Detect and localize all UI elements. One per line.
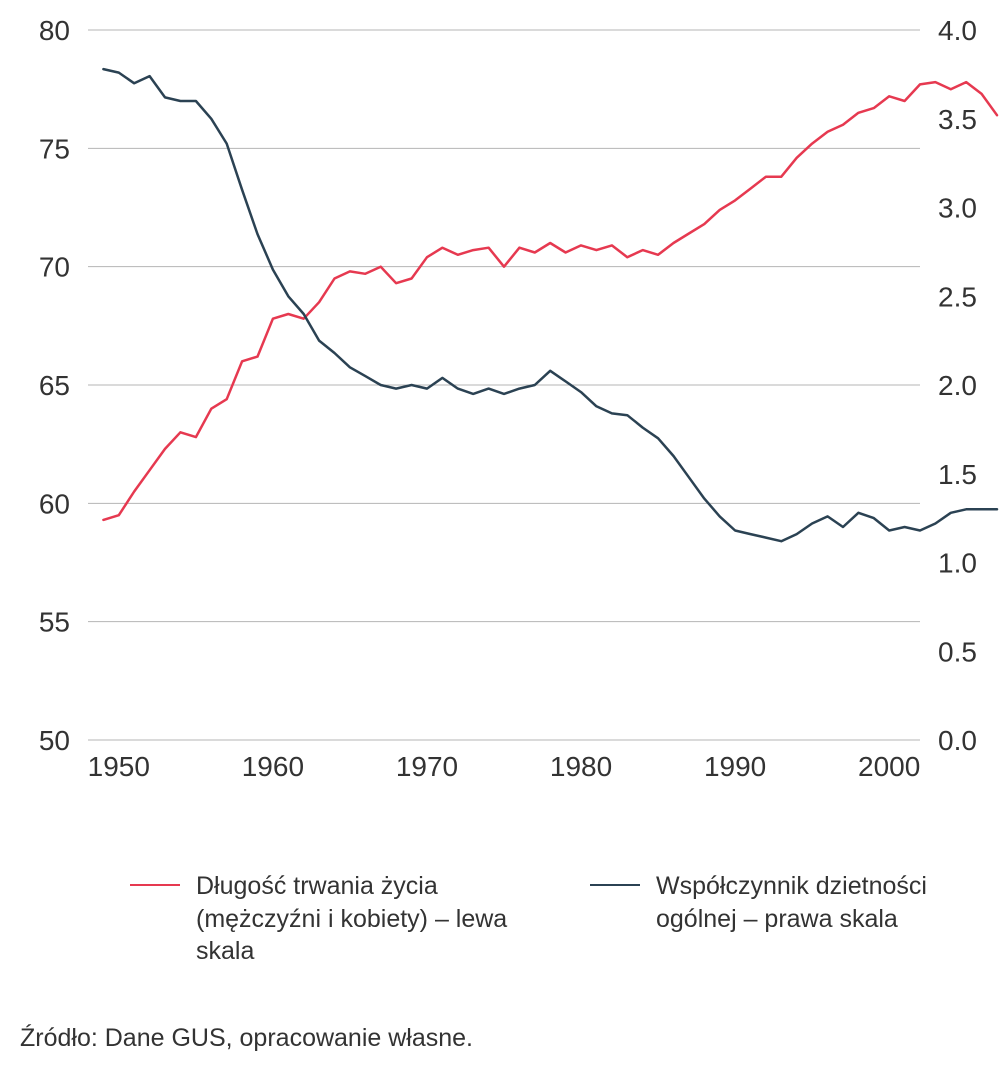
line-chart: 50 55 60 65 70 75 80 0.0 0.5 1.0 1.5 2.0 2.5 3.0 3.5 4.… <box>0 0 1000 780</box>
x-tick-label: 1980 <box>550 751 612 780</box>
y-left-tick-label: 65 <box>39 370 70 401</box>
y-right-tick-label: 1.0 <box>938 548 977 579</box>
y-left-tick-label: 50 <box>39 725 70 756</box>
y-left-tick-label: 80 <box>39 15 70 46</box>
source-text: Źródło: Dane GUS, opracowanie własne. <box>20 1024 473 1053</box>
page: 50 55 60 65 70 75 80 0.0 0.5 1.0 1.5 2.0 2.5 3.0 3.5 4.… <box>0 0 1000 1071</box>
y-left-tick-label: 70 <box>39 252 70 283</box>
y-left-tick-label: 60 <box>39 488 70 519</box>
legend-label: Współczynnik dzietności ogólnej – prawa … <box>656 870 950 935</box>
series-life_expectancy <box>103 82 997 520</box>
y-right-tick-label: 4.0 <box>938 15 977 46</box>
y-right-tick-label: 0.5 <box>938 636 977 667</box>
y-right-tick-label: 0.0 <box>938 725 977 756</box>
x-tick-label: 2000 <box>858 751 920 780</box>
legend-swatch <box>590 884 640 886</box>
x-tick-label: 1960 <box>242 751 304 780</box>
y-right-tick-label: 2.5 <box>938 281 977 312</box>
legend-swatch <box>130 884 180 886</box>
legend: Długość trwania życia (mężczyźni i kobie… <box>130 870 950 968</box>
legend-item-fertility: Współczynnik dzietności ogólnej – prawa … <box>590 870 950 968</box>
legend-item-life-expectancy: Długość trwania życia (mężczyźni i kobie… <box>130 870 530 968</box>
y-right-tick-label: 2.0 <box>938 370 977 401</box>
x-tick-label: 1970 <box>396 751 458 780</box>
x-tick-label: 1950 <box>88 751 150 780</box>
y-right-tick-label: 1.5 <box>938 459 977 490</box>
chart-container: 50 55 60 65 70 75 80 0.0 0.5 1.0 1.5 2.0 2.5 3.0 3.5 4.… <box>0 0 1000 780</box>
x-tick-label: 1990 <box>704 751 766 780</box>
series-fertility_rate <box>103 69 997 541</box>
y-left-tick-label: 75 <box>39 133 70 164</box>
y-right-tick-label: 3.5 <box>938 104 977 135</box>
legend-label: Długość trwania życia (mężczyźni i kobie… <box>196 870 530 968</box>
y-right-tick-label: 3.0 <box>938 193 977 224</box>
y-left-tick-label: 55 <box>39 607 70 638</box>
